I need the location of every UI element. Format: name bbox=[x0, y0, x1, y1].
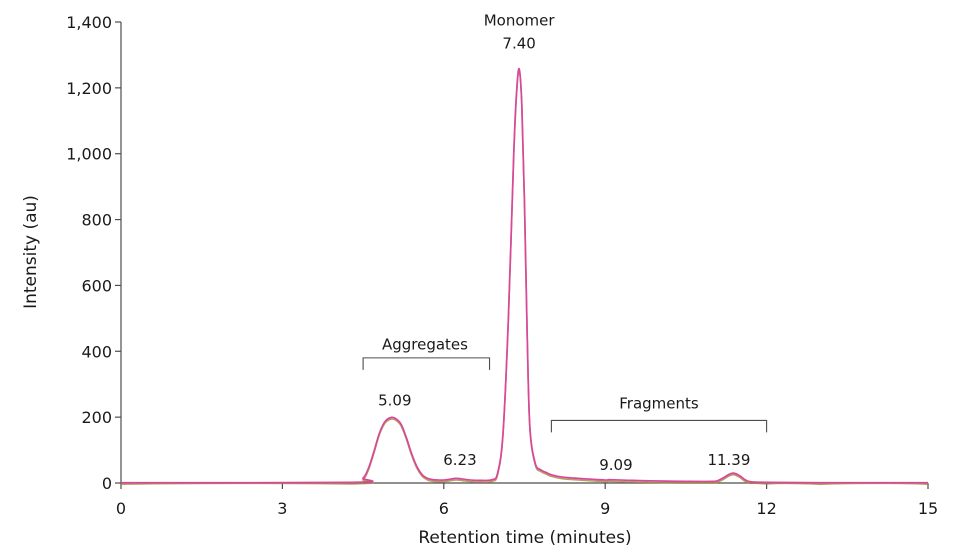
bracket-label-fragments: Fragments bbox=[619, 394, 699, 412]
y-tick-label: 800 bbox=[81, 211, 112, 230]
trace-under-line bbox=[120, 69, 929, 486]
x-tick-label: 6 bbox=[439, 499, 449, 518]
y-tick-label: 200 bbox=[81, 408, 112, 427]
bracket-fragments bbox=[550, 419, 768, 433]
x-tick-label: 3 bbox=[277, 499, 287, 518]
peak-annotation: Monomer bbox=[484, 11, 556, 29]
peak-annotation: 7.40 bbox=[502, 34, 535, 52]
y-tick-label: 0 bbox=[102, 474, 112, 493]
y-tick-label: 600 bbox=[81, 276, 112, 295]
y-tick-label: 1,200 bbox=[66, 79, 112, 98]
x-tick-label: 9 bbox=[600, 499, 610, 518]
peak-annotation: 5.09 bbox=[378, 392, 411, 410]
x-tick-label: 12 bbox=[756, 499, 776, 518]
axes: 0 200 400 600 800 1,000 1,200 1,400 0 3 6 9 12 15 bbox=[66, 13, 938, 518]
bracket-aggregates bbox=[362, 357, 491, 370]
brackets: Fragments bbox=[362, 357, 768, 433]
peak-annotation: 11.39 bbox=[707, 451, 750, 469]
peak-annotation: 6.23 bbox=[443, 451, 476, 469]
y-tick-label: 400 bbox=[81, 342, 112, 361]
x-tick-label: 0 bbox=[116, 499, 126, 518]
trace-main-line bbox=[120, 67, 929, 484]
annotations: Monomer 7.40 5.09 6.23 9.09 11.39 Aggregates bbox=[378, 11, 750, 474]
y-tick-label: 1,400 bbox=[66, 13, 112, 32]
peak-annotation: 9.09 bbox=[599, 456, 632, 474]
x-axis-title: Retention time (minutes) bbox=[418, 528, 631, 548]
y-tick-label: 1,000 bbox=[66, 145, 112, 164]
peak-annotation: Aggregates bbox=[382, 336, 468, 354]
traces bbox=[120, 67, 929, 486]
x-tick-label: 15 bbox=[918, 499, 938, 518]
y-axis-title: Intensity (au) bbox=[21, 195, 41, 309]
